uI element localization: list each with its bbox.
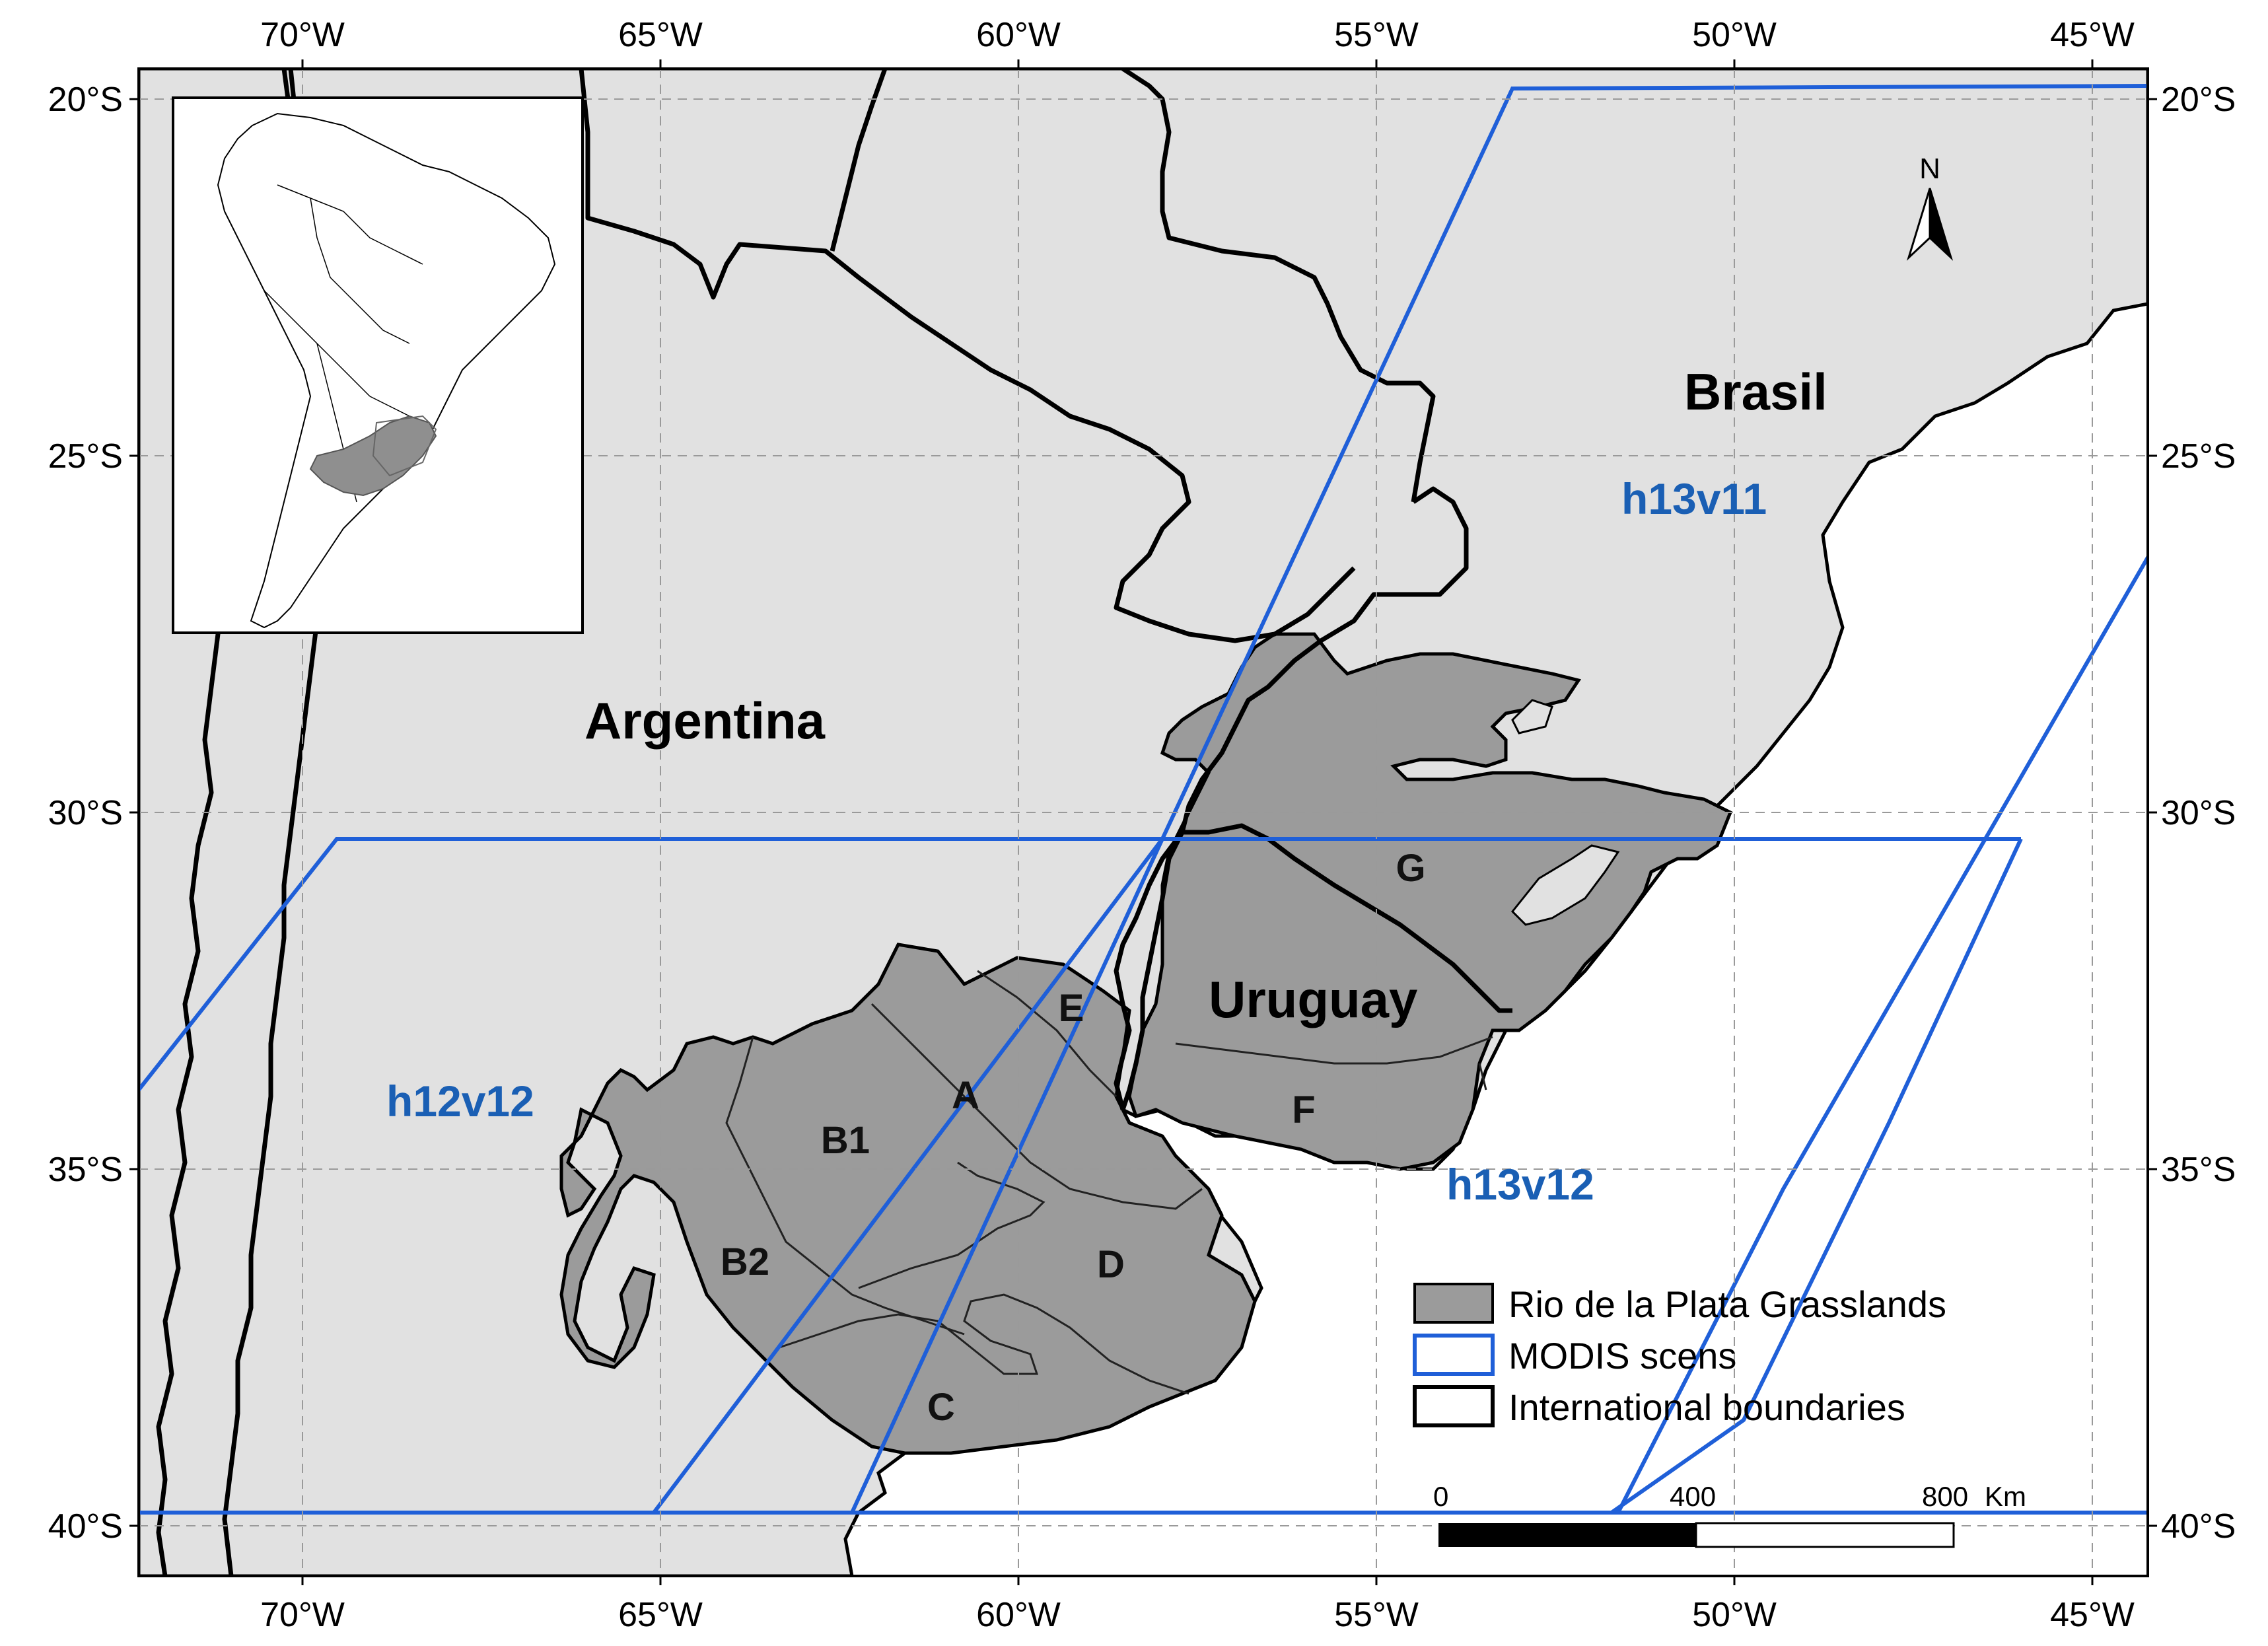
legend-label-grasslands: Rio de la Plata Grasslands [1508,1283,1946,1325]
tick-bottom-60w: 60°W [976,1596,1061,1634]
label-brasil: Brasil [1684,363,1827,421]
region-label-e: E [1059,987,1084,1030]
left-axis-labels: 20°S 25°S 30°S 35°S 40°S [48,81,123,1546]
tick-left-35s: 35°S [48,1151,123,1189]
region-label-g: G [1396,847,1425,890]
north-arrow-label: N [1919,153,1940,185]
region-label-c: C [927,1386,955,1429]
right-axis-labels: 20°S 25°S 30°S 35°S 40°S [2161,81,2236,1546]
label-scene-h12v12: h12v12 [386,1077,534,1126]
tick-left-20s: 20°S [48,81,123,119]
tick-bottom-45w: 45°W [2050,1596,2135,1634]
label-scene-h13v12: h13v12 [1446,1160,1594,1209]
modis-scenes [139,84,2148,1515]
grassland-gap-1 [1511,699,1553,734]
region-label-d: D [1097,1243,1125,1286]
tick-left-30s: 30°S [48,794,123,832]
tick-bottom-55w: 55°W [1334,1596,1419,1634]
tick-right-30s: 30°S [2161,794,2236,832]
scale-label-800: 800 [1922,1481,1968,1512]
scale-bar-first-half [1438,1523,1696,1547]
map-frame [137,67,2149,1577]
inset-grassland-box [372,415,437,477]
tick-right-20s: 20°S [2161,81,2236,119]
region-label-a: A [952,1074,979,1117]
region-label-b2: B2 [721,1240,769,1283]
scale-label-0: 0 [1433,1481,1448,1512]
legend-label-boundaries: International boundaries [1508,1386,1905,1428]
inset-map [172,96,584,634]
tick-marks [129,59,2157,1585]
tick-top-50w: 50°W [1692,16,1777,54]
scale-label-400: 400 [1670,1481,1716,1512]
tick-top-65w: 65°W [618,16,703,54]
tick-left-40s: 40°S [48,1507,123,1546]
tick-right-35s: 35°S [2161,1151,2236,1189]
map-area [139,69,2148,1576]
legend-swatch-grasslands [1413,1283,1494,1324]
grassland-gap-2 [1510,844,1620,926]
legend: Rio de la Plata Grasslands MODIS scens I… [1413,1283,1946,1428]
legend-swatch-modis [1413,1334,1495,1376]
north-arrow: N [1906,153,1954,261]
region-label-b1: B1 [821,1119,870,1162]
tick-left-25s: 25°S [48,437,123,476]
legend-swatch-boundaries [1413,1385,1495,1427]
region-labels: A B1 B2 C D E F G [721,847,1426,1429]
tick-right-25s: 25°S [2161,437,2236,476]
modis-scene-h13v12-right [1610,838,2023,1515]
tick-right-40s: 40°S [2161,1507,2236,1546]
tick-top-70w: 70°W [260,16,345,54]
bottom-axis-labels: 70°W 65°W 60°W 55°W 50°W 45°W [260,1596,2135,1634]
inset-south-america [217,112,556,629]
tick-bottom-65w: 65°W [618,1596,703,1634]
tick-top-60w: 60°W [976,16,1061,54]
tick-bottom-70w: 70°W [260,1596,345,1634]
scale-bar-second-half [1695,1522,1955,1548]
tick-top-55w: 55°W [1334,16,1419,54]
label-uruguay: Uruguay [1209,970,1417,1028]
tick-bottom-50w: 50°W [1692,1596,1777,1634]
region-divisions [725,970,1493,1395]
top-axis-labels: 70°W 65°W 60°W 55°W 50°W 45°W [260,16,2135,54]
tick-top-45w: 45°W [2050,16,2135,54]
label-scene-h13v11: h13v11 [1621,474,1767,523]
legend-label-modis: MODIS scens [1508,1335,1736,1377]
scale-bar: 0 400 800 Km [1433,1481,2026,1548]
modis-scene-h13v11 [1160,84,2148,840]
modis-scene-h12v12 [139,837,2021,1091]
modis-scene-h12v12-bottom [139,553,2148,1515]
grassland-argentina [559,943,1257,1455]
scale-label-unit: Km [1985,1481,2026,1512]
label-argentina: Argentina [585,692,826,750]
region-label-f: F [1292,1089,1315,1131]
